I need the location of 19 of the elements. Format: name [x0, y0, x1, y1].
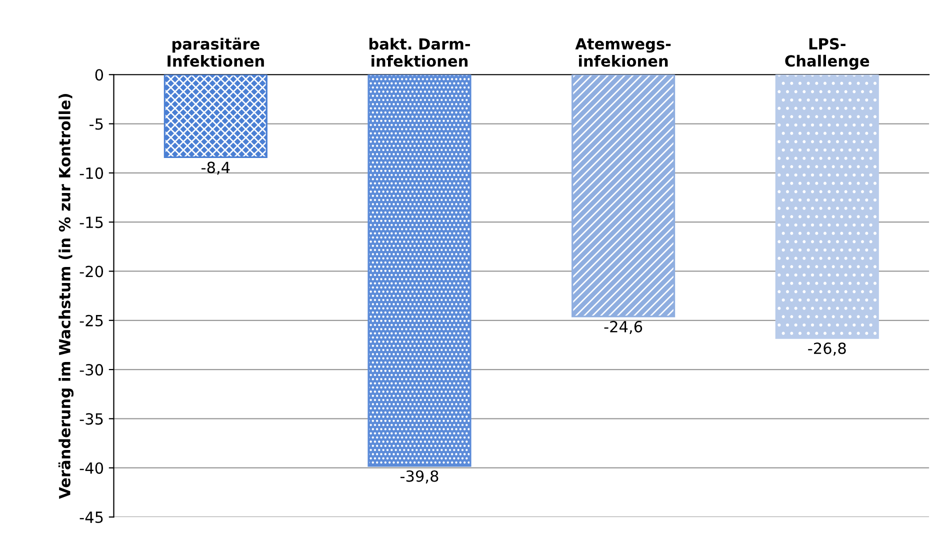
x-tick-label: LPS- Challenge — [785, 38, 870, 70]
y-tick-label: -25 — [80, 314, 103, 326]
y-tick-label: -35 — [80, 413, 103, 425]
x-tick-label: Atemwegs- infekionen — [575, 38, 671, 67]
y-tick-label: -15 — [80, 216, 103, 228]
y-tick-label: -40 — [80, 462, 104, 474]
data-label: -8,4 — [202, 162, 230, 175]
y-tick-label: -45 — [80, 512, 103, 524]
data-label: -39,8 — [400, 470, 438, 484]
data-label: -26,8 — [808, 342, 846, 356]
x-tick-label: bakt. Darm- infektionen — [369, 38, 470, 67]
y-tick-label: -10 — [80, 167, 104, 179]
data-label: -24,6 — [604, 320, 642, 334]
y-tick-label: -5 — [90, 118, 103, 130]
y-tick-label: -20 — [80, 266, 104, 278]
y-tick-label: -30 — [80, 364, 104, 376]
y-axis-title: Veränderung im Wachstum (in % zur Kontrolle) — [58, 94, 74, 499]
y-tick-label: 0 — [95, 69, 104, 81]
x-tick-label: parasitäre Infektionen — [168, 38, 264, 67]
